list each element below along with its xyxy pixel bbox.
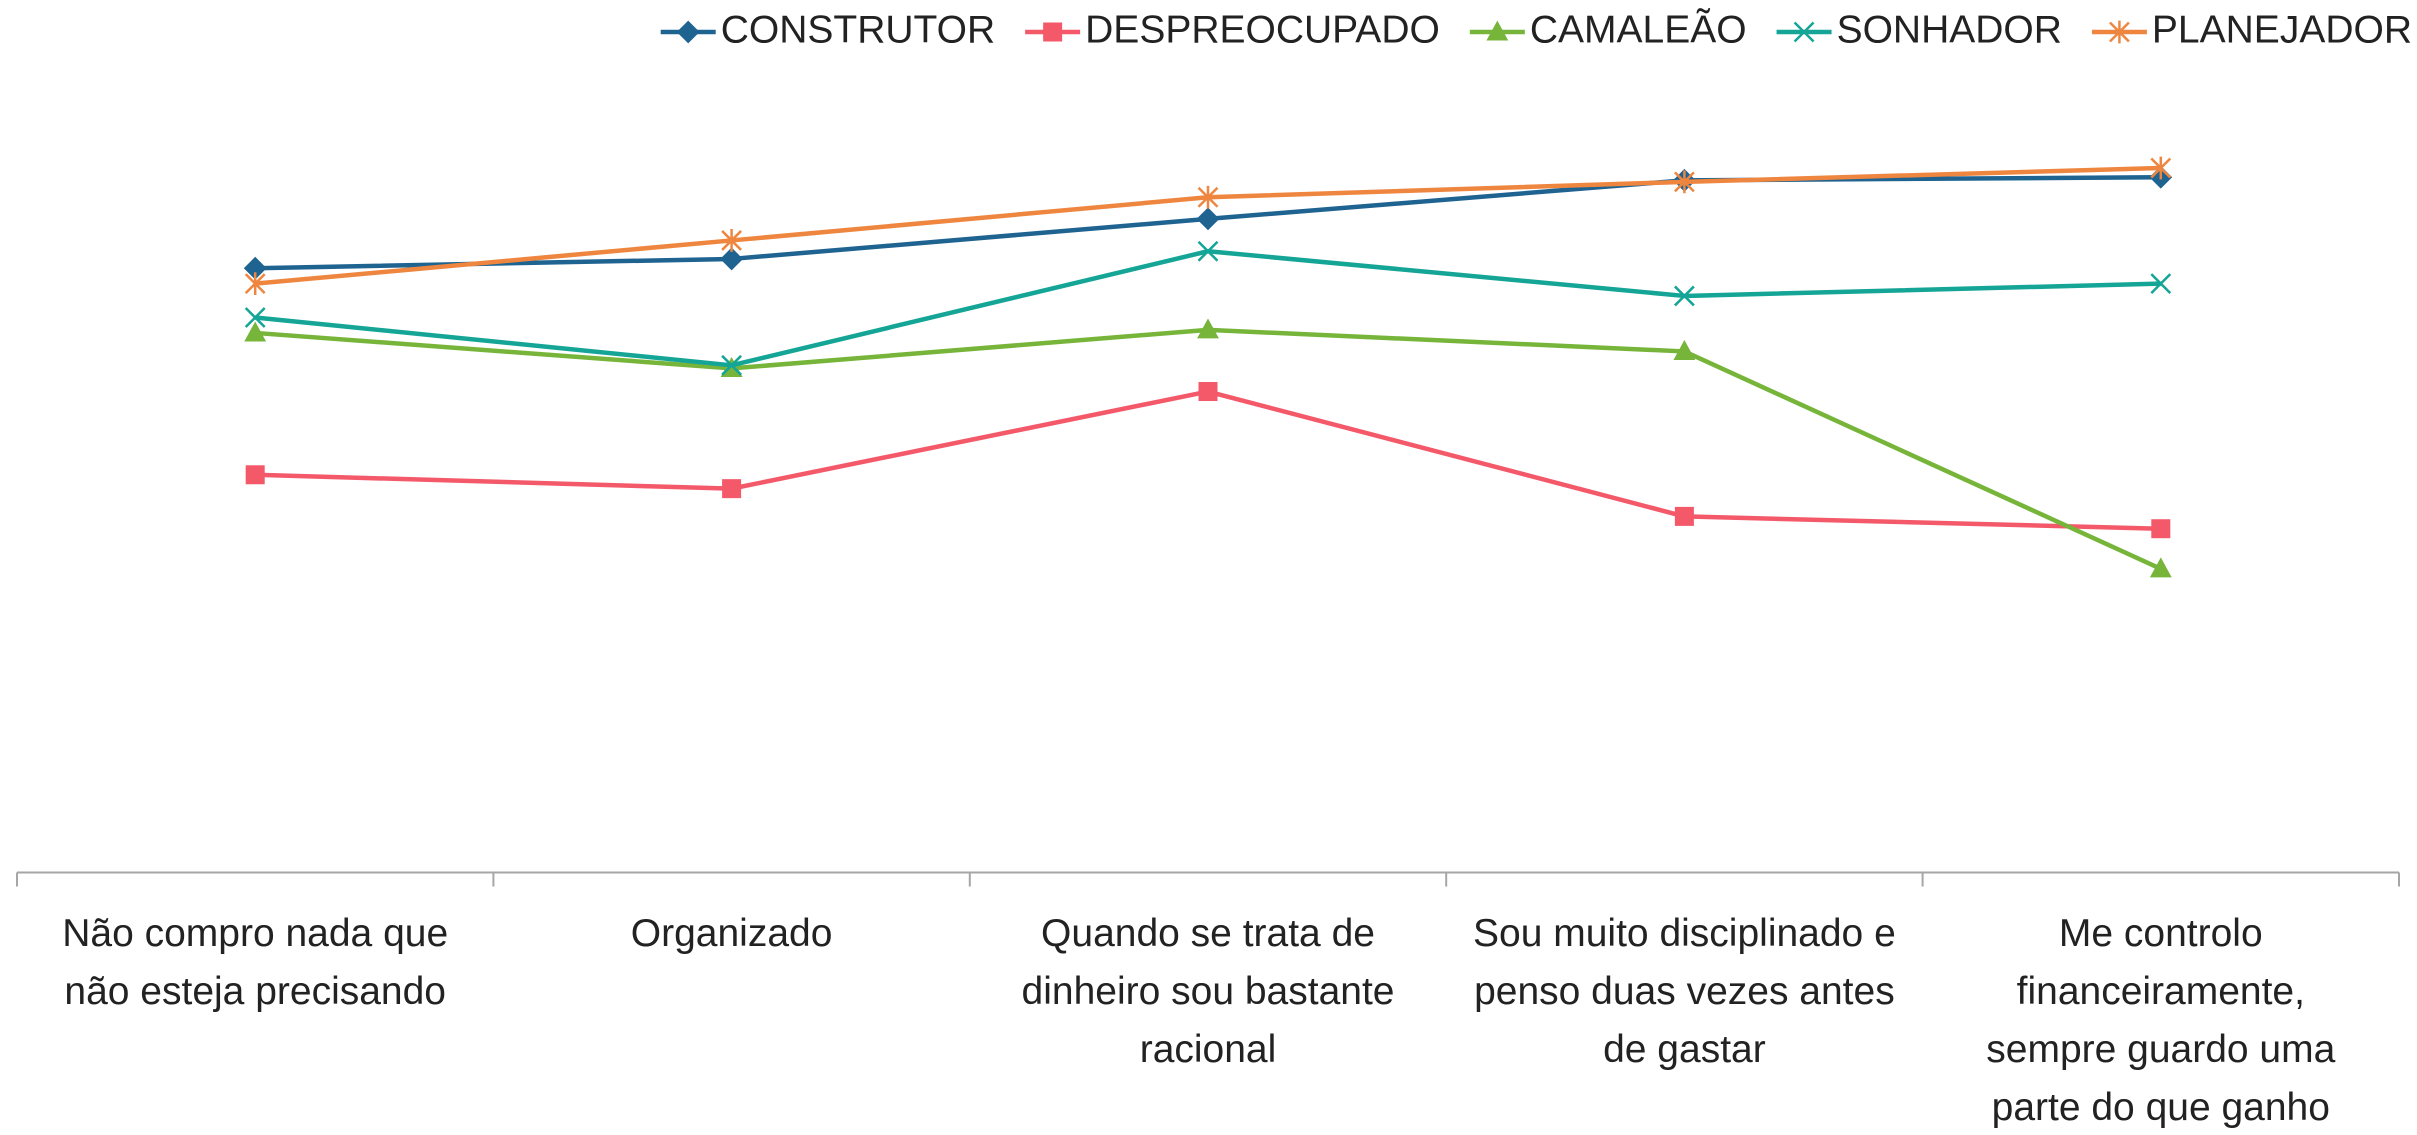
marker bbox=[1674, 506, 1694, 526]
marker bbox=[1198, 382, 1218, 402]
marker bbox=[2150, 156, 2172, 180]
marker bbox=[722, 479, 742, 499]
legend-label: CAMALEÃO bbox=[1530, 8, 1747, 51]
x-tick-label: Sou muito disciplinado e penso duas vezes… bbox=[1473, 912, 1896, 1071]
marker bbox=[720, 247, 743, 271]
marker bbox=[1196, 207, 1220, 231]
marker bbox=[1674, 285, 1695, 307]
x-tick-label: Quando se trata de dinheiro sou bastante r… bbox=[1022, 912, 1395, 1071]
marker bbox=[1197, 318, 1219, 339]
series-line bbox=[255, 327, 2162, 571]
marker bbox=[244, 321, 267, 342]
series-line bbox=[254, 248, 2161, 368]
marker bbox=[1197, 240, 1219, 262]
legend-label: DESPREOCUPADO bbox=[1085, 8, 1440, 51]
x-tick-label: Não compro nada que não esteja precisando bbox=[62, 912, 448, 1013]
marker bbox=[243, 256, 267, 280]
legend-marker bbox=[2109, 20, 2130, 44]
marker bbox=[2149, 557, 2172, 578]
legend-marker bbox=[1486, 20, 1509, 41]
marker bbox=[1674, 170, 1695, 194]
marker bbox=[721, 229, 742, 252]
marker bbox=[2151, 519, 2171, 539]
legend-marker bbox=[1043, 22, 1063, 42]
legend-marker bbox=[1793, 21, 1815, 43]
x-tick-label: Organizado bbox=[631, 912, 833, 955]
marker bbox=[721, 354, 742, 376]
marker bbox=[245, 465, 265, 485]
marker bbox=[244, 272, 266, 296]
marker bbox=[1673, 340, 1696, 360]
marker bbox=[1197, 185, 1219, 209]
legend: CONSTRUTOR DESPREOCUPADO CAMALEÃO SONHADOR P… bbox=[660, 8, 2412, 51]
x-tick-label: Me controlo financeiramente, sempre guardo… bbox=[1986, 912, 2335, 1129]
series-line bbox=[255, 389, 2161, 531]
legend-label: PLANEJADOR bbox=[2152, 8, 2412, 51]
marker bbox=[244, 307, 266, 328]
legend-label: SONHADOR bbox=[1837, 8, 2062, 51]
legend-marker bbox=[676, 20, 700, 44]
marker bbox=[2150, 273, 2172, 294]
legend-label: CONSTRUTOR bbox=[721, 8, 995, 51]
